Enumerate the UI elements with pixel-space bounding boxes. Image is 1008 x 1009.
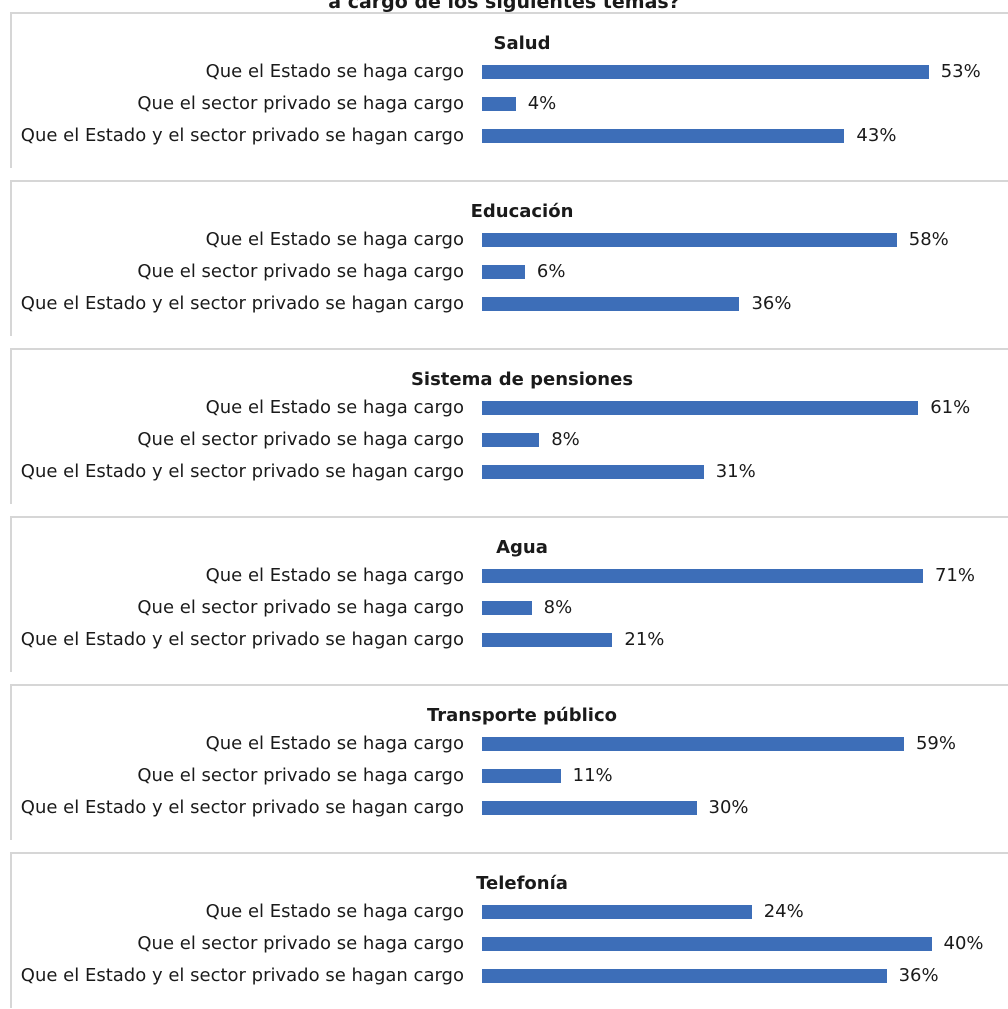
value-label: 11% — [572, 765, 613, 786]
category-label: Que el Estado y el sector privado se hag… — [20, 125, 464, 146]
bar — [482, 265, 525, 279]
panel-title: Salud — [493, 33, 551, 54]
panel-title: Transporte público — [426, 705, 618, 726]
value-label: 40% — [943, 933, 984, 954]
bar — [482, 433, 540, 447]
value-label: 59% — [915, 733, 956, 754]
bar-row: Que el Estado y el sector privado se hag… — [12, 460, 1008, 484]
category-label: Que el sector privado se haga cargo — [137, 933, 464, 954]
value-label: 24% — [763, 901, 804, 922]
bar — [482, 937, 932, 951]
chart-panel-agua: Agua Que el Estado se haga cargo 71% Que el… — [10, 516, 1008, 672]
bar-row: Que el sector privado se haga cargo 40% — [12, 932, 1008, 956]
value-label: 8% — [543, 597, 573, 618]
panel-title: Educación — [470, 201, 574, 222]
panel-title: Telefonía — [476, 873, 568, 894]
bar-row: Que el Estado y el sector privado se hag… — [12, 628, 1008, 652]
category-label: Que el sector privado se haga cargo — [137, 765, 464, 786]
category-label: Que el Estado se haga cargo — [205, 733, 464, 754]
category-label: Que el Estado y el sector privado se hag… — [20, 965, 464, 986]
bar-row: Que el Estado se haga cargo 59% — [12, 732, 1008, 756]
category-label: Que el Estado se haga cargo — [205, 901, 464, 922]
chart-panel-telefonia: Telefonía Que el Estado se haga cargo 24% Q… — [10, 852, 1008, 1008]
value-label: 21% — [624, 629, 665, 650]
bar — [482, 297, 740, 311]
category-label: Que el Estado se haga cargo — [205, 397, 464, 418]
chart-panel-transporte-publico: Transporte público Que el Estado se haga … — [10, 684, 1008, 840]
chart-header-title: a cargo de los siguientes temas? — [328, 0, 680, 13]
panel-title: Agua — [496, 537, 548, 558]
value-label: 58% — [908, 229, 949, 250]
category-label: Que el sector privado se haga cargo — [137, 261, 464, 282]
bar — [482, 129, 845, 143]
bar — [482, 401, 919, 415]
value-label: 8% — [551, 429, 580, 450]
chart-panel-salud: Salud Que el Estado se haga cargo 53% Que e… — [10, 12, 1008, 168]
bar — [482, 737, 904, 751]
bar — [482, 969, 887, 983]
value-label: 30% — [708, 797, 749, 818]
category-label: Que el sector privado se haga cargo — [137, 93, 464, 114]
bar — [482, 97, 516, 111]
category-label: Que el Estado y el sector privado se hag… — [20, 629, 464, 650]
bar-row: Que el Estado y el sector privado se hag… — [12, 124, 1008, 148]
value-label: 36% — [898, 965, 939, 986]
value-label: 4% — [527, 93, 557, 114]
category-label: Que el Estado y el sector privado se hag… — [20, 293, 464, 314]
category-label: Que el sector privado se haga cargo — [137, 597, 464, 618]
category-label: Que el Estado y el sector privado se hag… — [20, 461, 464, 482]
bar-row: Que el Estado y el sector privado se hag… — [12, 292, 1008, 316]
chart-panel-educacion: Educación Que el Estado se haga cargo 58% Q… — [10, 180, 1008, 336]
bar-row: Que el sector privado se haga cargo 4% — [12, 92, 1008, 116]
category-label: Que el Estado y el sector privado se hag… — [20, 797, 464, 818]
bar-row: Que el sector privado se haga cargo 11% — [12, 764, 1008, 788]
category-label: Que el Estado se haga cargo — [205, 229, 464, 250]
category-label: Que el Estado se haga cargo — [205, 61, 464, 82]
value-label: 36% — [751, 293, 792, 314]
bar — [482, 905, 752, 919]
bar-row: Que el Estado se haga cargo 53% — [12, 60, 1008, 84]
bar-row: Que el Estado se haga cargo 24% — [12, 900, 1008, 924]
bar-row: Que el sector privado se haga cargo 8% — [12, 428, 1008, 452]
bar-row: Que el sector privado se haga cargo 6% — [12, 260, 1008, 284]
value-label: 43% — [856, 125, 897, 146]
bar — [482, 769, 561, 783]
bar — [482, 233, 897, 247]
bar-row: Que el Estado y el sector privado se hag… — [12, 796, 1008, 820]
bar-row: Que el Estado se haga cargo 61% — [12, 396, 1008, 420]
bar — [482, 65, 929, 79]
chart-panel-sistema-de-pensiones: Sistema de pensiones Que el Estado se hag… — [10, 348, 1008, 504]
value-label: 53% — [940, 61, 981, 82]
category-label: Que el sector privado se haga cargo — [137, 429, 464, 450]
bar — [482, 633, 613, 647]
bar — [482, 465, 704, 479]
bar-row: Que el Estado se haga cargo 58% — [12, 228, 1008, 252]
bar-row: Que el sector privado se haga cargo 8% — [12, 596, 1008, 620]
value-label: 71% — [934, 565, 975, 586]
value-label: 61% — [930, 397, 971, 418]
bar — [482, 569, 923, 583]
value-label: 6% — [536, 261, 566, 282]
bar — [482, 801, 697, 815]
bar — [482, 601, 532, 615]
category-label: Que el Estado se haga cargo — [205, 565, 464, 586]
panel-title: Sistema de pensiones — [410, 369, 634, 390]
bar-row: Que el Estado y el sector privado se hag… — [12, 964, 1008, 988]
value-label: 31% — [715, 461, 756, 482]
bar-row: Que el Estado se haga cargo 71% — [12, 564, 1008, 588]
